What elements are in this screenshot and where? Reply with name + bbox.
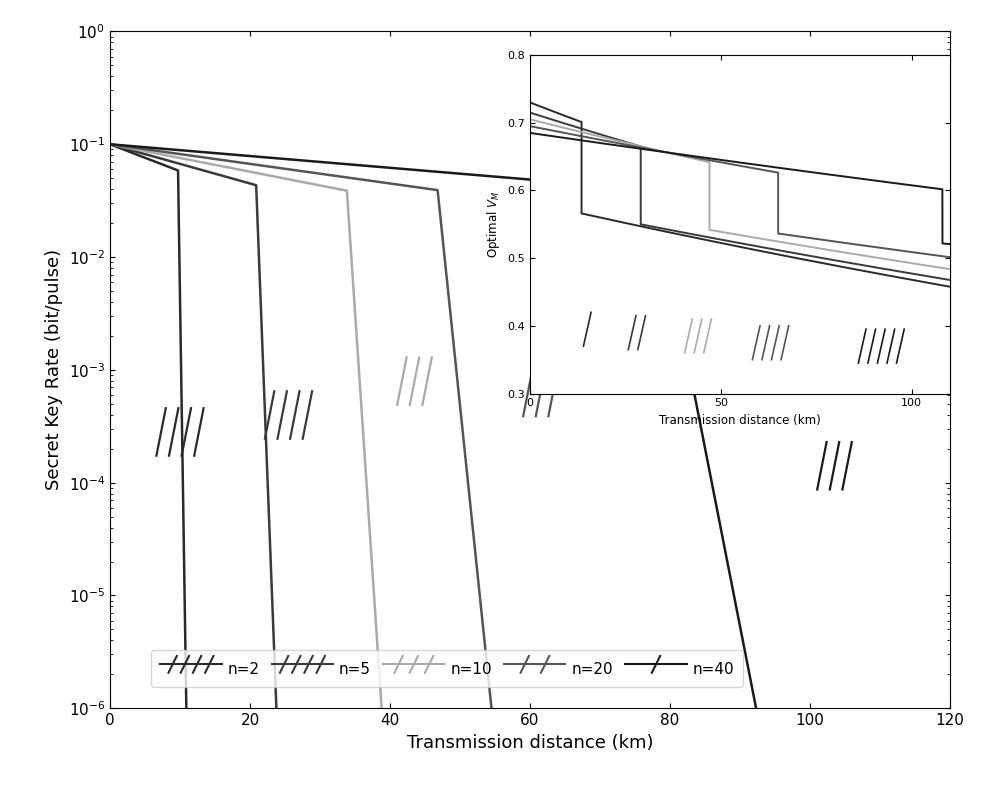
Legend: n=2, n=5, n=10, n=20, n=40: n=2, n=5, n=10, n=20, n=40: [151, 650, 743, 687]
X-axis label: Transmission distance (km): Transmission distance (km): [659, 414, 821, 427]
Y-axis label: Optimal $V_M$: Optimal $V_M$: [485, 190, 502, 258]
Y-axis label: Secret Key Rate (bit/pulse): Secret Key Rate (bit/pulse): [45, 249, 63, 490]
X-axis label: Transmission distance (km): Transmission distance (km): [407, 733, 653, 752]
